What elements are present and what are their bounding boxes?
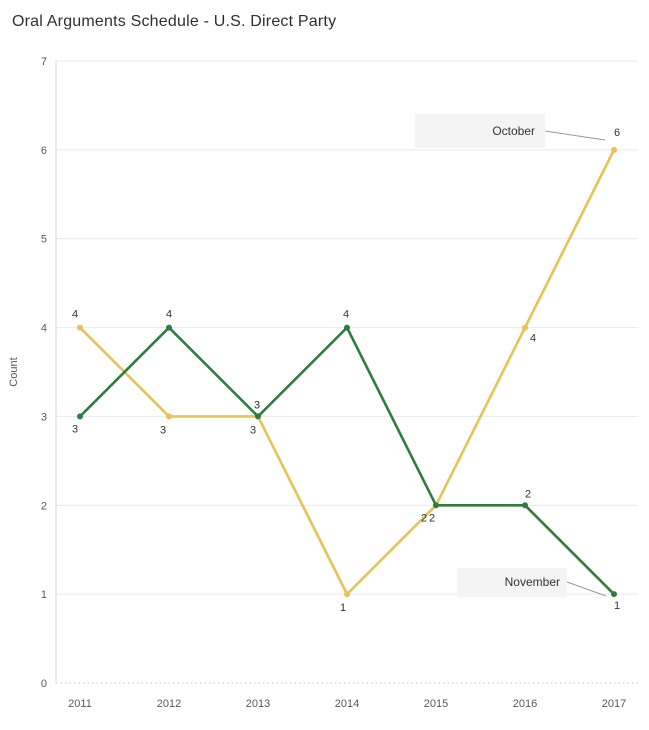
data-point-november-2012[interactable] bbox=[166, 324, 172, 331]
data-point-november-2011[interactable] bbox=[77, 413, 83, 420]
value-label: 4 bbox=[343, 309, 349, 321]
x-tick-label: 2014 bbox=[335, 698, 359, 710]
data-point-october-2017[interactable] bbox=[611, 146, 617, 153]
data-point-november-2015[interactable] bbox=[433, 502, 439, 509]
line-chart-svg: 0 1 2 3 4 5 6 7 2011 2012 2013 2014 2015 2016 2017 Coun… bbox=[8, 56, 638, 710]
value-label: 2 bbox=[429, 512, 435, 524]
value-label: 1 bbox=[614, 600, 620, 612]
y-tick-label: 1 bbox=[41, 589, 47, 601]
value-label: 3 bbox=[250, 424, 256, 436]
october-annotation-connector bbox=[544, 130, 606, 141]
value-label: 3 bbox=[72, 423, 78, 435]
value-label: 3 bbox=[254, 399, 260, 411]
y-tick-label: 4 bbox=[41, 323, 47, 335]
x-tick-label: 2013 bbox=[246, 698, 270, 710]
annotation-october-label: October bbox=[415, 114, 545, 148]
data-point-november-2013[interactable] bbox=[255, 413, 261, 420]
value-label: 4 bbox=[72, 309, 78, 321]
y-tick-label: 6 bbox=[41, 145, 47, 157]
value-label: 2 bbox=[525, 488, 531, 500]
data-point-october-2014[interactable] bbox=[344, 591, 350, 598]
data-point-november-2016[interactable] bbox=[522, 502, 528, 509]
series-line-october[interactable] bbox=[78, 148, 616, 596]
value-label: 3 bbox=[160, 424, 166, 436]
series-line-november[interactable] bbox=[78, 326, 616, 596]
chart-area: 0 1 2 3 4 5 6 7 2011 2012 2013 2014 2015 2016 2017 Coun… bbox=[0, 40, 649, 730]
x-tick-label: 2012 bbox=[157, 698, 181, 710]
value-label: 4 bbox=[530, 333, 536, 345]
annotation-november-label: November bbox=[457, 568, 567, 597]
y-tick-label: 0 bbox=[41, 678, 47, 690]
y-axis-title: Count bbox=[8, 357, 20, 386]
data-point-october-2012[interactable] bbox=[166, 413, 172, 420]
value-label: 2 bbox=[421, 512, 427, 524]
y-tick-label: 7 bbox=[41, 56, 47, 68]
y-tick-label: 3 bbox=[41, 411, 47, 423]
value-label: 4 bbox=[166, 309, 172, 321]
value-label: 6 bbox=[614, 127, 620, 139]
chart-title: Oral Arguments Schedule - U.S. Direct Pa… bbox=[12, 13, 337, 30]
x-tick-label: 2011 bbox=[68, 698, 92, 710]
x-tick-label: 2015 bbox=[424, 698, 448, 710]
value-label: 1 bbox=[340, 602, 346, 614]
data-point-november-2017[interactable] bbox=[611, 591, 617, 598]
november-annotation-connector bbox=[566, 581, 607, 597]
data-point-october-2016[interactable] bbox=[522, 324, 528, 331]
x-tick-label: 2017 bbox=[602, 698, 626, 710]
data-point-november-2014[interactable] bbox=[344, 324, 350, 331]
x-tick-label: 2016 bbox=[513, 698, 537, 710]
y-tick-label: 2 bbox=[41, 500, 47, 512]
y-tick-label: 5 bbox=[41, 234, 47, 246]
data-point-october-2011[interactable] bbox=[77, 324, 83, 331]
